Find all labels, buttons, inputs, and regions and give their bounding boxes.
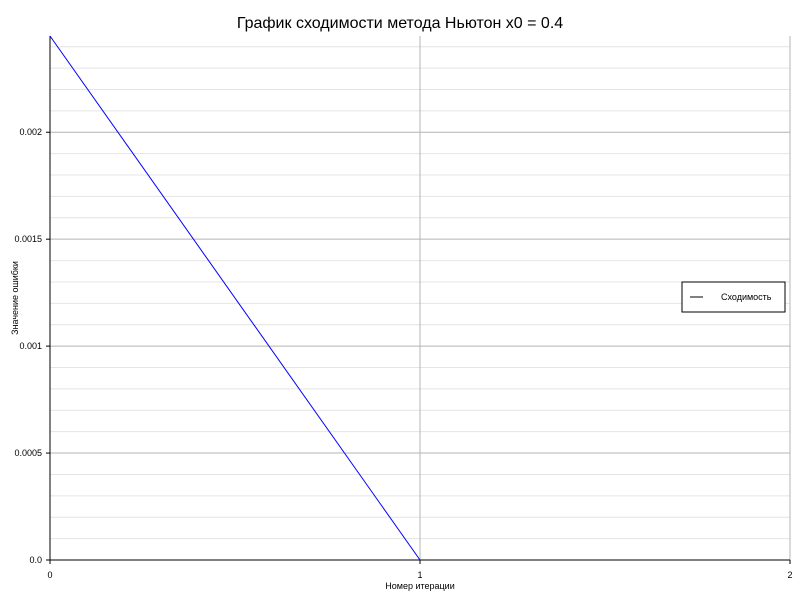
legend-label: Сходимость xyxy=(721,292,772,302)
series-layer xyxy=(49,35,421,561)
y-tick-label: 0.002 xyxy=(19,127,42,137)
chart-title: График сходимости метода Ньютон x0 = 0.4 xyxy=(237,15,563,32)
y-tick-label: 0.001 xyxy=(19,341,42,351)
legend: Сходимость xyxy=(681,281,786,313)
x-axis-label: Номер итерации xyxy=(385,581,454,591)
major-gridlines xyxy=(50,36,791,560)
x-tick-label: 1 xyxy=(417,570,422,580)
y-tick-label: 0.0 xyxy=(29,555,42,565)
series-line xyxy=(49,35,421,561)
x-tick-label: 0 xyxy=(47,570,52,580)
y-tick-labels: 0.0 0.0005 0.001 0.0015 0.002 xyxy=(14,127,50,565)
y-tick-label: 0.0005 xyxy=(14,448,42,458)
x-tick-label: 2 xyxy=(787,570,792,580)
x-tick-labels: 0 1 2 xyxy=(47,560,793,580)
y-axis-label: Значение ошибки xyxy=(10,261,20,335)
y-tick-label: 0.0015 xyxy=(14,234,42,244)
